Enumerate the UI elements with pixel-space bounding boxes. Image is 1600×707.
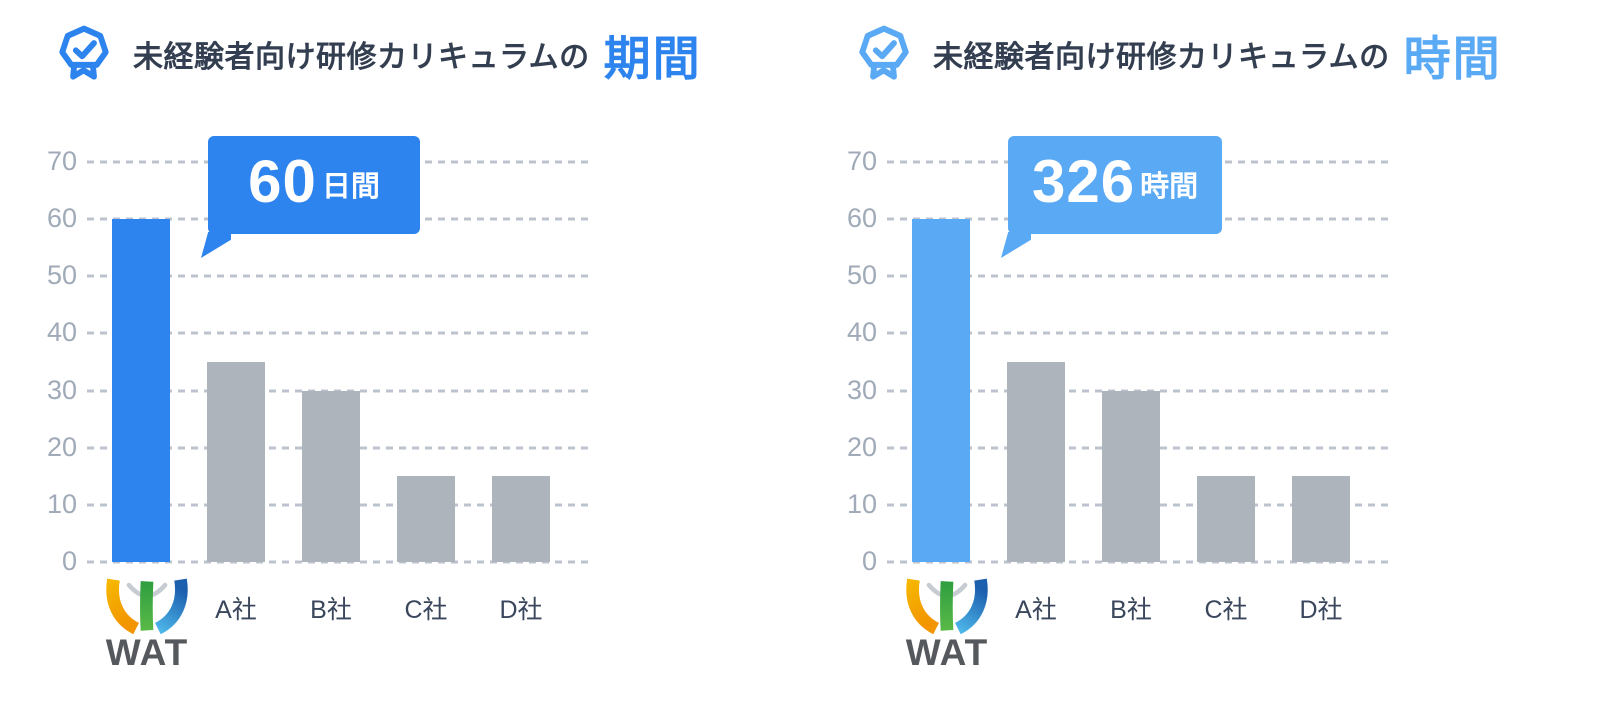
chart-title-metric: 時間	[1403, 31, 1502, 85]
gridline-0	[87, 560, 591, 564]
bar-B社	[302, 390, 360, 562]
value-callout: 326 時間	[1001, 136, 1223, 258]
chart-title-prefix: 未経験者向け研修カリキュラムの	[933, 41, 1390, 74]
gridline-0	[887, 560, 1391, 564]
x-label-company-d: D社	[1299, 596, 1343, 624]
badge-check-icon	[55, 23, 113, 85]
bar-WAT	[912, 219, 970, 562]
y-tick-label-0: 0	[861, 545, 877, 576]
y-tick-label-20: 20	[846, 431, 877, 462]
wat-logo-icon	[106, 578, 188, 634]
x-label-company-c: C社	[1204, 596, 1248, 624]
wat-logo-text: WAT	[105, 632, 189, 673]
callout-value: 60	[248, 148, 317, 215]
y-tick-label-10: 10	[46, 488, 77, 519]
bar-A社	[1007, 362, 1065, 562]
wat-logo-icon	[906, 578, 988, 634]
callout-unit: 日間	[321, 171, 380, 203]
gridline-50	[87, 274, 591, 278]
value-callout: 60 日間	[201, 136, 420, 258]
y-tick-label-40: 40	[846, 317, 877, 348]
chart-title-metric: 期間	[603, 31, 702, 85]
x-label-company-b: B社	[1110, 596, 1152, 624]
bar-B社	[1102, 390, 1160, 562]
chart-title: 未経験者向け研修カリキュラムの 時間	[933, 20, 1502, 89]
gridline-40	[887, 331, 1391, 335]
callout-unit: 時間	[1140, 171, 1199, 203]
y-tick-label-70: 70	[46, 145, 77, 176]
callout-tail	[201, 232, 231, 258]
gridline-30	[87, 389, 591, 393]
y-tick-label-50: 50	[846, 260, 877, 291]
y-tick-label-30: 30	[46, 374, 77, 405]
badge-check-icon	[855, 23, 913, 85]
chart-section-hours: 未経験者向け研修カリキュラムの 時間 326 時間 0 10 20 30 40 50 60 7…	[800, 22, 1600, 707]
bar-WAT	[112, 219, 170, 562]
bar-D社	[1292, 476, 1350, 562]
x-label-wat: WAT	[99, 574, 195, 674]
chart-section-duration: 未経験者向け研修カリキュラムの 期間 60 日間 0 10 20 30 40 50 60 70	[0, 22, 800, 707]
x-label-company-a: A社	[215, 596, 257, 624]
bar-A社	[207, 362, 265, 562]
y-tick-label-60: 60	[46, 203, 77, 234]
x-axis: WAT A社 B社 C社 D社	[95, 574, 585, 694]
chart-header: 未経験者向け研修カリキュラムの 時間	[855, 22, 1600, 86]
callout-tail	[1001, 232, 1031, 258]
plot-area: 60 日間 0 10 20 30 40 50 60 70	[47, 136, 591, 576]
plot-area: 326 時間 0 10 20 30 40 50 60 70	[847, 136, 1391, 576]
y-tick-label-10: 10	[846, 488, 877, 519]
y-tick-label-30: 30	[846, 374, 877, 405]
bar-C社	[1197, 476, 1255, 562]
x-axis: WAT A社 B社 C社 D社	[895, 574, 1385, 694]
y-tick-label-0: 0	[61, 545, 77, 576]
x-label-company-d: D社	[499, 596, 543, 624]
gridline-30	[887, 389, 1391, 393]
x-label-company-a: A社	[1015, 596, 1057, 624]
bar-C社	[397, 476, 455, 562]
y-tick-label-40: 40	[46, 317, 77, 348]
bar-D社	[492, 476, 550, 562]
callout-value: 326	[1032, 148, 1136, 215]
y-tick-label-60: 60	[846, 203, 877, 234]
y-tick-label-20: 20	[46, 431, 77, 462]
chart-header: 未経験者向け研修カリキュラムの 期間	[55, 22, 800, 86]
y-tick-label-70: 70	[846, 145, 877, 176]
chart-title: 未経験者向け研修カリキュラムの 期間	[133, 20, 702, 89]
gridline-40	[87, 331, 591, 335]
gridline-50	[887, 274, 1391, 278]
x-label-company-c: C社	[404, 596, 448, 624]
x-label-company-b: B社	[310, 596, 352, 624]
y-tick-label-50: 50	[46, 260, 77, 291]
chart-title-prefix: 未経験者向け研修カリキュラムの	[133, 41, 590, 74]
wat-logo-text: WAT	[905, 632, 989, 673]
x-label-wat: WAT	[899, 574, 995, 674]
